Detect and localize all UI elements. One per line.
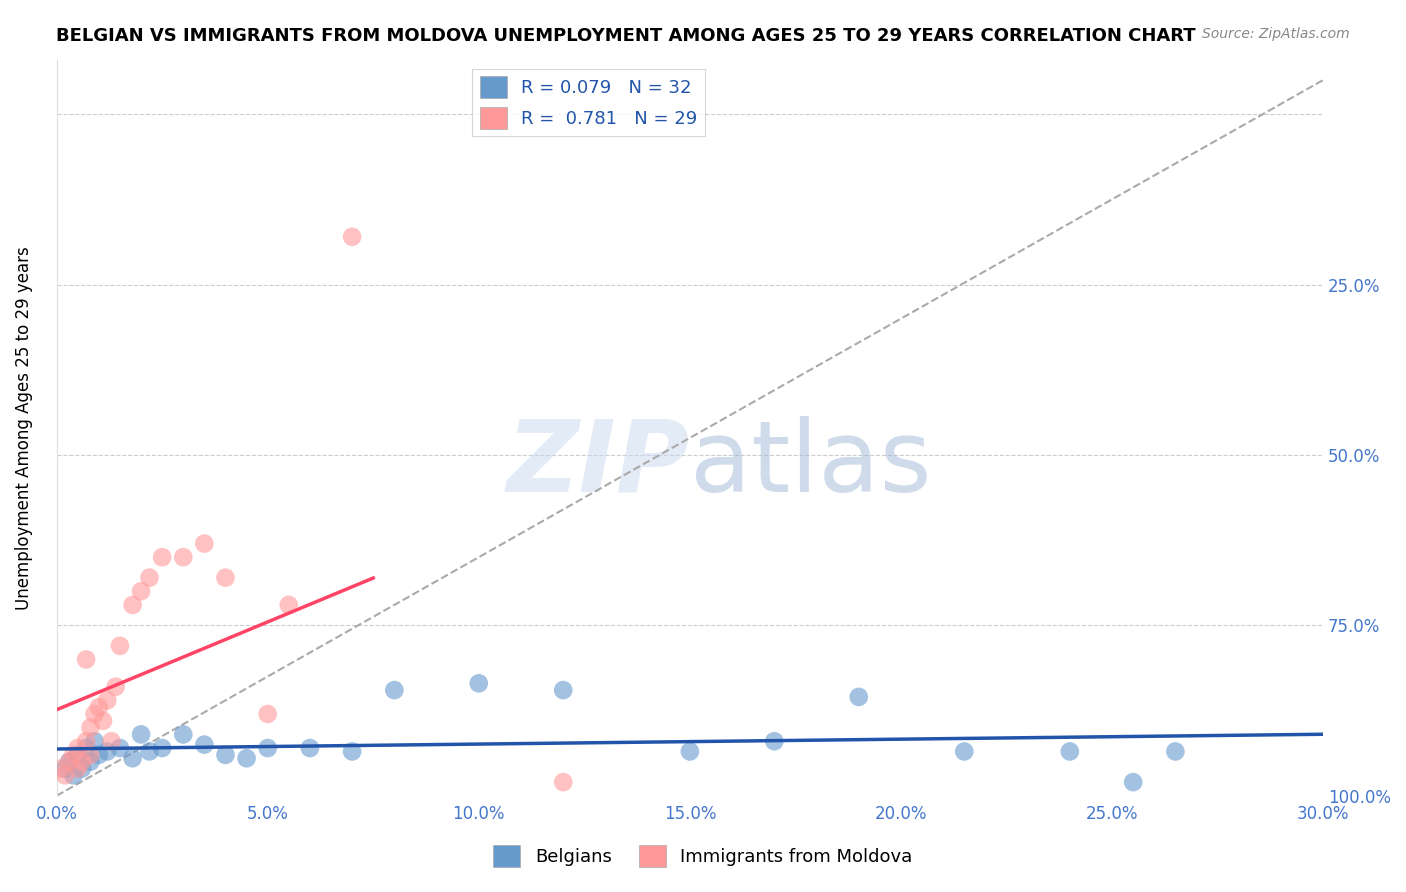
Point <box>235 751 257 765</box>
Point <box>193 536 215 550</box>
Point <box>256 706 278 721</box>
Point <box>172 550 194 565</box>
Point <box>129 727 152 741</box>
Point <box>138 571 160 585</box>
Point <box>214 571 236 585</box>
Point <box>62 768 84 782</box>
Point <box>79 721 101 735</box>
Point <box>75 734 97 748</box>
Point <box>104 680 127 694</box>
Point <box>553 775 575 789</box>
Point <box>848 690 870 704</box>
Point <box>96 744 118 758</box>
Point <box>340 229 363 244</box>
Point <box>83 706 105 721</box>
Point <box>70 755 93 769</box>
Text: ZIP: ZIP <box>508 416 690 513</box>
Point <box>121 598 143 612</box>
Point <box>70 762 93 776</box>
Point <box>83 734 105 748</box>
Point <box>382 683 405 698</box>
Point <box>1122 775 1144 789</box>
Point <box>150 741 173 756</box>
Point <box>108 639 131 653</box>
Point <box>87 747 110 762</box>
Point <box>193 738 215 752</box>
Point <box>553 683 575 698</box>
Point <box>75 741 97 756</box>
Point <box>468 676 491 690</box>
Text: BELGIAN VS IMMIGRANTS FROM MOLDOVA UNEMPLOYMENT AMONG AGES 25 TO 29 YEARS CORREL: BELGIAN VS IMMIGRANTS FROM MOLDOVA UNEMP… <box>56 27 1197 45</box>
Point <box>100 734 122 748</box>
Point <box>1059 744 1081 758</box>
Text: Source: ZipAtlas.com: Source: ZipAtlas.com <box>1202 27 1350 41</box>
Point <box>96 693 118 707</box>
Point <box>79 755 101 769</box>
Point <box>298 741 321 756</box>
Point <box>121 751 143 765</box>
Point <box>87 700 110 714</box>
Point <box>66 747 89 762</box>
Point <box>62 747 84 762</box>
Point <box>150 550 173 565</box>
Y-axis label: Unemployment Among Ages 25 to 29 years: Unemployment Among Ages 25 to 29 years <box>15 246 32 609</box>
Point <box>340 744 363 758</box>
Point <box>679 744 702 758</box>
Point <box>1164 744 1187 758</box>
Point <box>108 741 131 756</box>
Point <box>66 762 89 776</box>
Legend: Belgians, Immigrants from Moldova: Belgians, Immigrants from Moldova <box>486 838 920 874</box>
Text: atlas: atlas <box>690 416 932 513</box>
Point <box>953 744 976 758</box>
Point <box>129 584 152 599</box>
Point <box>91 714 114 728</box>
Point <box>58 755 80 769</box>
Point <box>58 755 80 769</box>
Point <box>75 652 97 666</box>
Point <box>214 747 236 762</box>
Point <box>79 747 101 762</box>
Point <box>49 762 72 776</box>
Point <box>66 741 89 756</box>
Point <box>277 598 299 612</box>
Point <box>53 768 76 782</box>
Point <box>138 744 160 758</box>
Legend: R = 0.079   N = 32, R =  0.781   N = 29: R = 0.079 N = 32, R = 0.781 N = 29 <box>472 69 704 136</box>
Point <box>763 734 786 748</box>
Point <box>256 741 278 756</box>
Point <box>172 727 194 741</box>
Point <box>53 762 76 776</box>
